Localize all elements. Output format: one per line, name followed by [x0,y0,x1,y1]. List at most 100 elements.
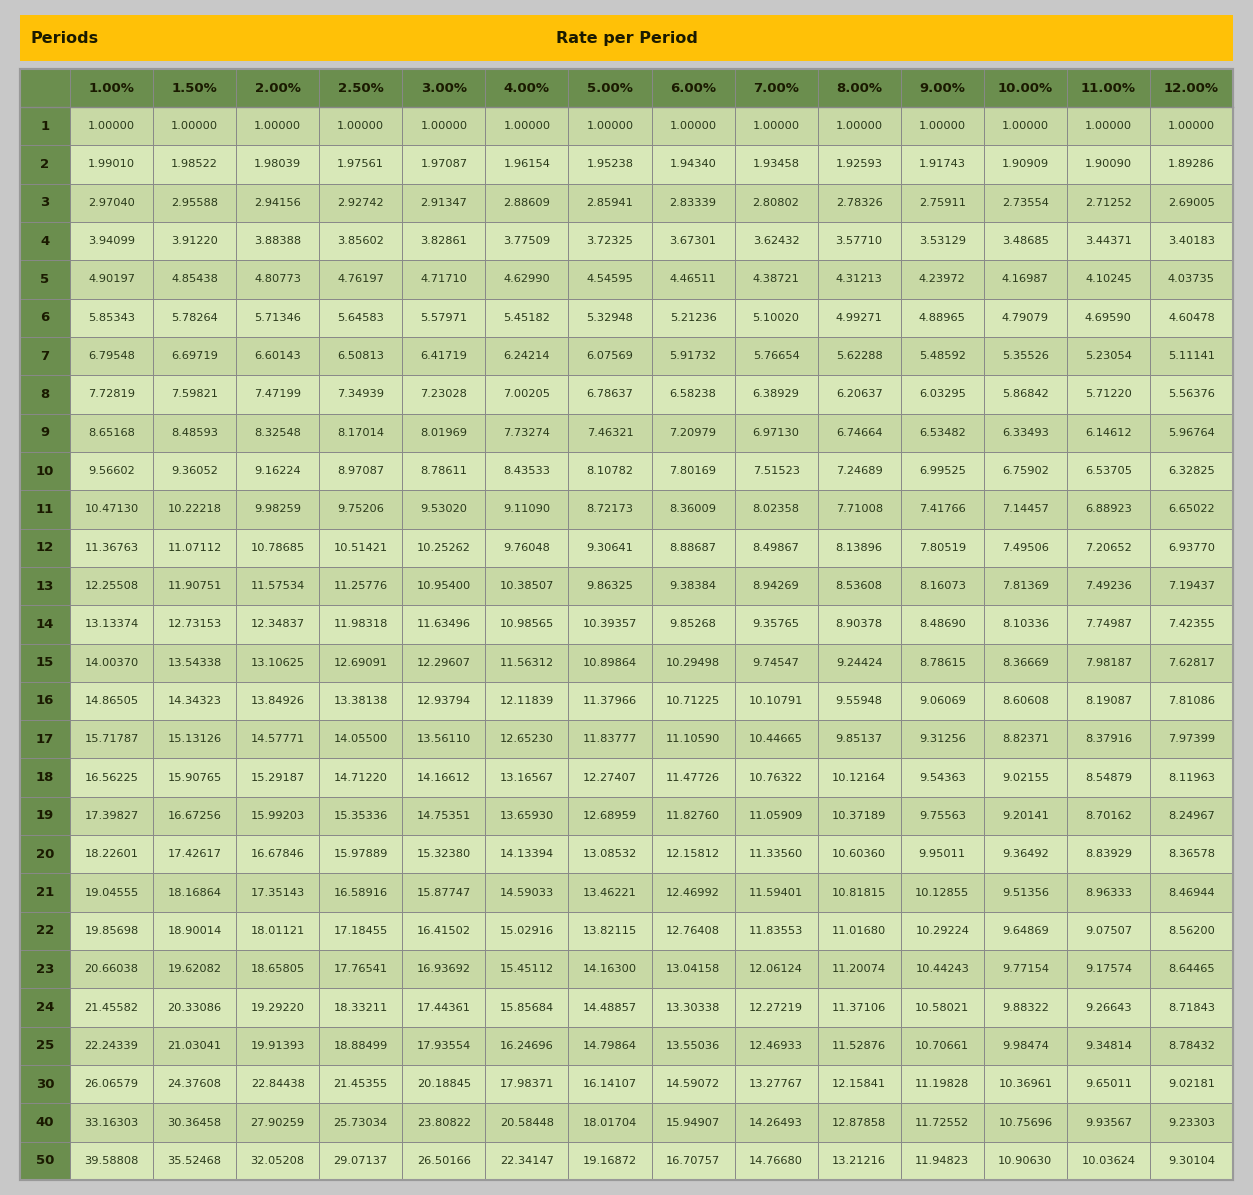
Bar [402,605,485,643]
Bar [901,452,984,490]
Text: 9.30641: 9.30641 [586,543,634,553]
Bar [153,874,236,912]
Bar [569,1103,652,1141]
Bar [485,222,569,261]
Bar [236,1141,320,1179]
Bar [569,222,652,261]
Bar [652,874,734,912]
Text: 24: 24 [36,1001,54,1015]
Bar [485,605,569,643]
Bar [734,528,818,566]
Text: 5.00%: 5.00% [586,81,633,94]
Text: 33.16303: 33.16303 [84,1117,139,1128]
Bar [236,1027,320,1065]
Text: 4.99271: 4.99271 [836,313,882,323]
Text: 18.90014: 18.90014 [168,926,222,936]
Text: 4: 4 [40,234,50,247]
Text: 8.43533: 8.43533 [504,466,550,476]
Bar [818,413,901,452]
Text: 8.10336: 8.10336 [1002,619,1049,630]
Bar [153,299,236,337]
Bar [984,643,1066,682]
Text: 13.04158: 13.04158 [665,964,720,974]
Bar [70,146,153,184]
Bar [236,759,320,797]
Text: 1.98522: 1.98522 [172,159,218,170]
Bar [984,912,1066,950]
Text: 18.88499: 18.88499 [333,1041,388,1050]
Text: 21.03041: 21.03041 [168,1041,222,1050]
Bar [569,605,652,643]
Text: 13.08532: 13.08532 [583,850,637,859]
Bar [984,528,1066,566]
Text: 9.35765: 9.35765 [753,619,799,630]
Bar [1150,721,1233,759]
Text: 12.73153: 12.73153 [168,619,222,630]
Bar [901,299,984,337]
Bar [569,490,652,528]
Text: 9.88322: 9.88322 [1002,1003,1049,1012]
Bar [569,1141,652,1179]
Bar [236,835,320,874]
Bar [153,413,236,452]
Text: 10.29498: 10.29498 [667,657,720,668]
Text: 2.92742: 2.92742 [337,198,385,208]
Text: 9.38384: 9.38384 [669,581,717,592]
Bar [901,1027,984,1065]
Bar [652,413,734,452]
Bar [236,721,320,759]
Bar [1066,759,1150,797]
Bar [70,528,153,566]
Bar [70,299,153,337]
Bar [485,835,569,874]
Bar [20,222,70,261]
Bar [70,759,153,797]
Bar [320,528,402,566]
Bar [402,682,485,721]
Bar [1066,413,1150,452]
Text: 9.11090: 9.11090 [504,504,550,514]
Bar [70,1065,153,1103]
Text: 1.00000: 1.00000 [88,121,135,131]
Text: 12.29607: 12.29607 [417,657,471,668]
Text: 11.37966: 11.37966 [583,695,637,706]
Bar [569,874,652,912]
Bar [1150,759,1233,797]
Bar [984,222,1066,261]
Text: 7.00205: 7.00205 [504,390,550,399]
Text: 3.48685: 3.48685 [1002,237,1049,246]
Text: 14.57771: 14.57771 [251,734,304,744]
Bar [734,874,818,912]
Bar [734,261,818,299]
Bar [402,452,485,490]
Bar [901,1141,984,1179]
Text: 9.17574: 9.17574 [1085,964,1131,974]
Bar [20,1141,70,1179]
Text: 6.75902: 6.75902 [1002,466,1049,476]
Bar [1150,184,1233,222]
Bar [652,682,734,721]
Bar [569,797,652,835]
Text: 9.36052: 9.36052 [172,466,218,476]
Bar [153,682,236,721]
Text: 8.36009: 8.36009 [669,504,717,514]
Text: 5.57971: 5.57971 [420,313,467,323]
Bar [569,1027,652,1065]
Text: 6.97130: 6.97130 [753,428,799,437]
Text: 25: 25 [36,1040,54,1053]
Bar [70,797,153,835]
Text: 26.06579: 26.06579 [84,1079,139,1089]
Bar [236,1065,320,1103]
Text: Periods: Periods [30,31,98,45]
Text: 5.64583: 5.64583 [337,313,385,323]
Text: 15.87747: 15.87747 [417,888,471,897]
Text: 1.00000: 1.00000 [669,121,717,131]
Text: 5.76654: 5.76654 [753,351,799,361]
Bar [652,528,734,566]
Bar [984,605,1066,643]
Text: 3.44371: 3.44371 [1085,237,1131,246]
Text: 10.60360: 10.60360 [832,850,886,859]
Bar [485,1027,569,1065]
Text: 10.03624: 10.03624 [1081,1156,1135,1166]
Bar [1066,835,1150,874]
